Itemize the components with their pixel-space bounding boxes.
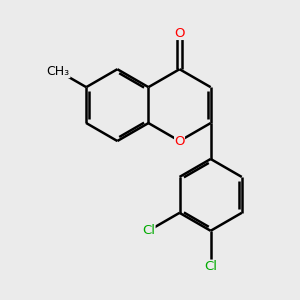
Text: Cl: Cl xyxy=(142,224,155,237)
Text: CH₃: CH₃ xyxy=(47,64,70,77)
Text: O: O xyxy=(174,27,185,40)
Text: Cl: Cl xyxy=(204,260,217,273)
Text: O: O xyxy=(174,134,185,148)
